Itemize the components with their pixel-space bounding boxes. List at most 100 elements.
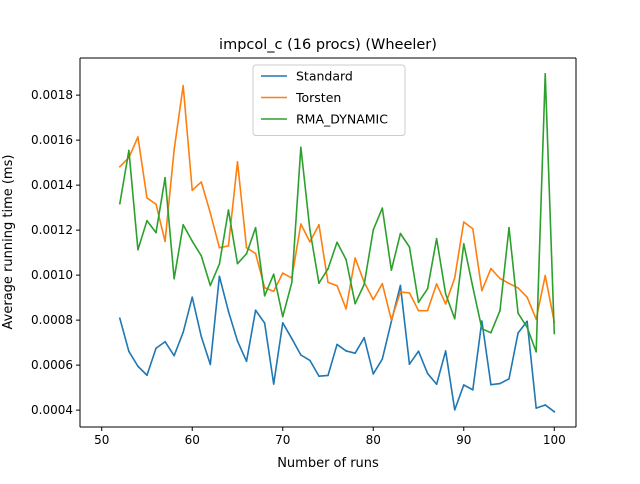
data-point-rma-dynamic	[263, 295, 266, 297]
data-point-standard	[164, 340, 166, 343]
data-point-rma-dynamic	[399, 232, 402, 235]
data-point-standard	[544, 404, 547, 406]
data-point-torsten	[381, 282, 384, 285]
data-point-standard	[227, 310, 230, 313]
data-point-standard	[499, 382, 501, 385]
data-point-torsten	[119, 165, 121, 168]
data-point-rma-dynamic	[218, 263, 221, 265]
y-tick-label: 0.0018	[31, 88, 73, 102]
data-point-standard	[309, 359, 311, 362]
data-point-rma-dynamic	[490, 331, 492, 334]
x-tick-label: 100	[543, 433, 566, 447]
data-point-standard	[200, 335, 203, 338]
y-axis-ticks: 0.0004 0.0006 0.0008 0.0010 0.0012 0.0014 0.00…	[31, 88, 80, 417]
legend: Standard Torsten RMA_DYNAMIC	[252, 64, 406, 136]
data-point-standard	[191, 296, 194, 298]
data-point-torsten	[227, 245, 230, 247]
data-point-rma-dynamic	[481, 327, 483, 330]
data-point-rma-dynamic	[164, 176, 166, 179]
data-point-rma-dynamic	[191, 240, 194, 242]
data-point-standard	[462, 384, 465, 386]
series-points-standard	[119, 275, 556, 413]
x-tick-label: 70	[275, 433, 290, 447]
data-point-torsten	[453, 277, 456, 279]
data-point-standard	[218, 275, 221, 278]
data-point-rma-dynamic	[137, 248, 139, 251]
data-point-standard	[137, 365, 139, 368]
legend-label-torsten: Torsten	[295, 90, 341, 105]
x-tick-label: 50	[94, 433, 109, 447]
data-point-torsten	[426, 309, 429, 312]
data-point-standard	[327, 374, 329, 377]
data-point-standard	[318, 375, 320, 377]
data-point-rma-dynamic	[453, 317, 456, 320]
y-tick-label: 0.0004	[31, 403, 73, 417]
data-point-standard	[263, 322, 266, 324]
data-point-rma-dynamic	[300, 146, 302, 149]
data-point-torsten	[435, 283, 438, 285]
data-point-rma-dynamic	[119, 202, 121, 205]
data-point-standard	[426, 372, 429, 375]
data-point-rma-dynamic	[254, 226, 257, 229]
data-point-torsten	[281, 272, 284, 274]
data-point-standard	[182, 331, 184, 334]
data-point-torsten	[372, 298, 375, 301]
data-point-torsten	[200, 181, 203, 183]
series-points-rma-dynamic	[119, 72, 556, 353]
data-point-torsten	[300, 223, 302, 225]
data-point-rma-dynamic	[146, 219, 148, 222]
data-point-torsten	[254, 252, 257, 255]
data-point-torsten	[544, 274, 547, 277]
data-point-standard	[236, 340, 239, 342]
data-point-standard	[281, 322, 284, 324]
data-point-rma-dynamic	[381, 207, 384, 209]
data-point-rma-dynamic	[155, 231, 157, 234]
axes-frame	[79, 57, 577, 428]
data-point-torsten	[146, 197, 148, 199]
data-point-rma-dynamic	[426, 288, 429, 290]
data-point-standard	[372, 373, 375, 375]
y-tick-label: 0.0012	[31, 223, 73, 237]
data-point-standard	[535, 407, 537, 409]
data-point-torsten	[245, 246, 248, 249]
data-point-standard	[345, 350, 347, 352]
data-point-rma-dynamic	[227, 209, 230, 211]
data-point-standard	[363, 336, 366, 339]
data-point-rma-dynamic	[499, 309, 501, 312]
data-point-standard	[444, 350, 447, 352]
data-point-rma-dynamic	[182, 223, 184, 226]
data-point-standard	[399, 284, 402, 287]
data-point-rma-dynamic	[209, 284, 212, 287]
data-point-torsten	[490, 267, 492, 270]
data-point-torsten	[209, 212, 212, 214]
y-tick-label: 0.0014	[31, 178, 73, 192]
data-point-rma-dynamic	[553, 332, 556, 335]
data-point-rma-dynamic	[309, 229, 311, 231]
data-point-standard	[526, 320, 528, 323]
data-point-rma-dynamic	[408, 246, 411, 248]
data-point-torsten	[390, 319, 393, 321]
data-point-rma-dynamic	[354, 302, 356, 305]
data-point-standard	[481, 320, 483, 322]
data-point-rma-dynamic	[173, 277, 175, 280]
data-point-torsten	[164, 240, 166, 243]
data-point-standard	[119, 317, 121, 320]
data-point-standard	[453, 409, 456, 411]
data-point-torsten	[508, 282, 510, 285]
data-point-rma-dynamic	[345, 258, 347, 261]
data-point-standard	[254, 309, 257, 312]
data-point-standard	[245, 360, 248, 363]
data-point-standard	[146, 374, 148, 377]
series-points-torsten	[119, 84, 556, 323]
data-point-torsten	[517, 287, 519, 289]
legend-label-rma-dynamic: RMA_DYNAMIC	[296, 112, 388, 127]
data-point-rma-dynamic	[435, 237, 438, 240]
data-point-torsten	[155, 203, 157, 206]
y-tick-label: 0.0016	[31, 133, 73, 147]
data-point-torsten	[499, 277, 501, 280]
data-point-rma-dynamic	[535, 351, 537, 353]
legend-frame	[252, 64, 406, 136]
data-point-standard	[390, 320, 393, 323]
data-point-standard	[300, 354, 302, 356]
